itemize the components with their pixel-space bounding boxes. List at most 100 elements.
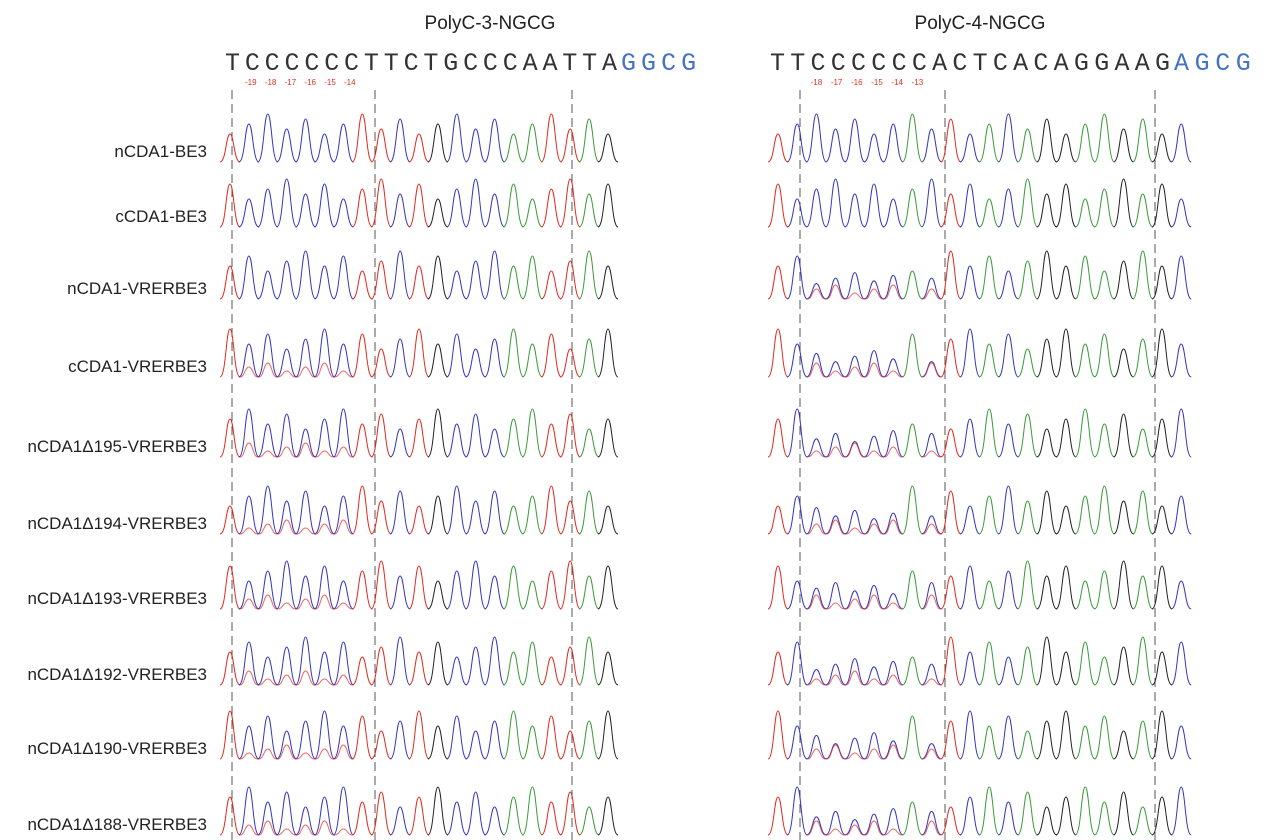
trace-peak xyxy=(923,821,941,835)
trace-peak xyxy=(922,583,942,609)
trace-peak xyxy=(960,506,980,534)
trace-peak xyxy=(1133,429,1153,457)
trace-peak xyxy=(239,642,259,685)
trace-peak xyxy=(409,184,429,227)
trace-peak xyxy=(428,124,448,162)
trace-peak xyxy=(845,738,865,759)
trace-peak xyxy=(826,811,846,835)
trace-peak xyxy=(239,787,259,835)
trace-peak xyxy=(979,409,999,457)
trace-peak xyxy=(960,711,980,759)
trace-peak xyxy=(333,787,353,835)
trace-peak xyxy=(258,657,278,685)
trace-peak xyxy=(466,731,486,759)
trace-peak xyxy=(447,571,467,609)
trace-peak xyxy=(768,134,788,162)
trace-peak xyxy=(541,716,561,759)
trace-peak xyxy=(579,194,599,227)
trace-peak xyxy=(522,409,542,457)
trace-peak xyxy=(296,807,316,835)
trace-peak xyxy=(998,802,1018,835)
trace-peak xyxy=(902,114,922,162)
trace-peak xyxy=(447,486,467,534)
trace-peak xyxy=(258,802,278,835)
trace-peak xyxy=(806,588,826,609)
trace-peak xyxy=(1075,787,1095,835)
trace-peak xyxy=(768,419,788,457)
trace-peak xyxy=(239,124,259,162)
trace-peak xyxy=(258,114,278,162)
trace-peak xyxy=(1133,119,1153,162)
trace-peak xyxy=(315,566,335,609)
trace-peak xyxy=(787,726,807,759)
trace-peak xyxy=(865,289,883,299)
trace-peak xyxy=(333,642,353,685)
trace-peak xyxy=(504,506,524,534)
position-label: -14 xyxy=(344,78,356,87)
trace-peak xyxy=(883,661,903,685)
trace-peak xyxy=(864,519,884,534)
trace-peak xyxy=(902,334,922,377)
trace-peak xyxy=(560,179,580,227)
trace-peak xyxy=(1075,409,1095,457)
trace-peak xyxy=(485,637,505,685)
trace-peak xyxy=(258,189,278,227)
trace-peak xyxy=(846,671,864,685)
trace-peak xyxy=(1037,339,1057,377)
trace-peak xyxy=(390,576,410,609)
trace-peak xyxy=(1018,792,1038,835)
trace-peak xyxy=(864,585,884,609)
trace-peak xyxy=(902,571,922,609)
trace-peak xyxy=(541,271,561,299)
trace-peak xyxy=(504,797,524,835)
trace-peak xyxy=(1037,251,1057,299)
trace-peak xyxy=(1056,711,1076,759)
trace-peak xyxy=(806,353,826,377)
trace-peak xyxy=(315,266,335,299)
trace-peak xyxy=(371,647,391,685)
trace-peak xyxy=(447,657,467,685)
trace-peak xyxy=(579,576,599,609)
position-label: -15 xyxy=(324,78,336,87)
trace-peak xyxy=(960,652,980,685)
trace-peak xyxy=(864,733,884,759)
row-label: cCDA1-VRERBE3 xyxy=(68,357,207,376)
trace-peak xyxy=(1171,496,1191,534)
trace-peak xyxy=(922,362,942,377)
trace-peak xyxy=(522,581,542,609)
trace-peak xyxy=(998,189,1018,227)
trace-peak xyxy=(1133,721,1153,759)
trace-peak xyxy=(1037,576,1057,609)
trace-peak xyxy=(1094,571,1114,609)
trace-peak xyxy=(941,339,961,377)
trace-peak xyxy=(846,825,864,835)
trace-peak xyxy=(768,266,788,299)
trace-peak xyxy=(333,199,353,227)
trace-peak xyxy=(598,329,618,377)
trace-peak xyxy=(883,431,903,457)
trace-peak xyxy=(979,787,999,835)
trace-peak xyxy=(409,329,429,377)
trace-peak xyxy=(998,271,1018,299)
position-label: -17 xyxy=(285,78,297,87)
trace-peak xyxy=(390,339,410,377)
trace-peak xyxy=(1037,119,1057,162)
trace-peak xyxy=(864,134,884,162)
trace-peak xyxy=(220,184,240,227)
trace-peak xyxy=(827,745,845,759)
trace-peak xyxy=(598,506,618,534)
trace-peak xyxy=(579,339,599,377)
trace-peak xyxy=(541,802,561,835)
trace-peak xyxy=(522,496,542,534)
trace-peak xyxy=(806,817,826,835)
trace-peak xyxy=(1037,429,1057,457)
trace-peak xyxy=(352,114,372,162)
trace-peak xyxy=(220,329,240,377)
trace-peak xyxy=(579,721,599,759)
trace-peak xyxy=(466,261,486,299)
trace-peak xyxy=(541,114,561,162)
trace-peak xyxy=(1171,344,1191,377)
trace-peak xyxy=(485,119,505,162)
trace-peak xyxy=(941,491,961,534)
trace-peak xyxy=(296,194,316,227)
